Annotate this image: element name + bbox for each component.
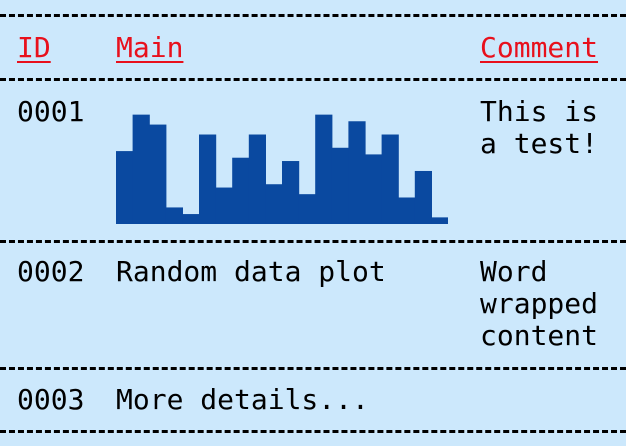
plot-bar: [149, 124, 167, 224]
row-2-comment-line-1: Word: [480, 255, 548, 288]
row-1-comment-line-1: This is: [480, 95, 599, 128]
plot-bar: [365, 154, 383, 224]
plot-bar: [381, 134, 399, 224]
table-bottom-border: [0, 430, 626, 433]
table-top-border: [0, 14, 626, 17]
row-2-main: Random data plot: [116, 255, 386, 288]
row-3-id: 0003: [17, 383, 85, 416]
plot-bar: [315, 114, 333, 224]
plot-bar: [331, 147, 349, 224]
row-1-id: 0001: [17, 95, 85, 128]
row-2-comment-line-3: content: [480, 319, 599, 352]
plot-bar: [215, 187, 233, 224]
plot-bar: [431, 217, 448, 224]
plot-bar: [348, 121, 366, 224]
header-separator: [0, 78, 626, 81]
random-data-bar-plot: [116, 114, 448, 224]
plot-bar: [182, 214, 200, 224]
row-separator-1: [0, 240, 626, 243]
plot-bar: [116, 151, 134, 224]
row-2-comment-line-2: wrapped: [480, 287, 599, 320]
header-comment-link[interactable]: Comment: [480, 31, 599, 64]
plot-bar: [414, 170, 432, 224]
plot-bar: [398, 197, 416, 224]
row-1-comment-line-2: a test!: [480, 127, 599, 160]
plot-bar: [199, 134, 217, 224]
plot-bar: [298, 194, 316, 224]
plot-bar: [248, 134, 266, 224]
row-separator-2: [0, 367, 626, 370]
plot-bar: [232, 157, 250, 224]
header-main-link[interactable]: Main: [116, 31, 184, 64]
plot-bar: [282, 161, 300, 224]
plot-bar: [165, 207, 183, 224]
row-3-main: More details...: [116, 383, 369, 416]
header-id-link[interactable]: ID: [17, 31, 51, 64]
plot-bar: [132, 114, 150, 224]
row-2-id: 0002: [17, 255, 85, 288]
plot-bar: [265, 184, 283, 224]
